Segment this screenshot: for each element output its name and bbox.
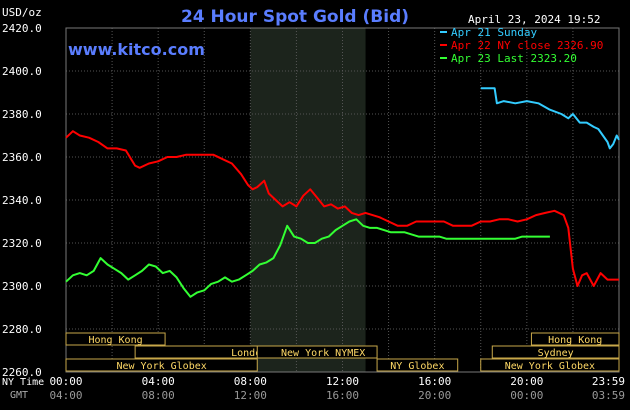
legend-label: Apr 21 Sunday: [451, 26, 537, 39]
x-tick-label-gmt: 20:00: [418, 389, 451, 402]
session-bar: [491, 345, 620, 359]
y-tick-label: 2260.0: [2, 366, 42, 379]
x-tick-label: 00:00: [49, 375, 82, 388]
chart-title: 24 Hour Spot Gold (Bid): [181, 7, 409, 27]
plot-frame: [65, 27, 620, 373]
session-bar: [376, 358, 459, 372]
session-label: New York Globex: [116, 361, 206, 372]
y-tick-label: 2360.0: [2, 151, 42, 164]
y-tick-label: 2340.0: [2, 194, 42, 207]
nymex-shaded-region: [250, 28, 366, 372]
session-label: London: [231, 348, 267, 359]
session-bar: [256, 345, 378, 359]
x-tick-label: 04:00: [142, 375, 175, 388]
x-tick-label-gmt: 12:00: [234, 389, 267, 402]
x-tick-label: 20:00: [510, 375, 543, 388]
legend-label: Apr 23 Last 2323.20: [451, 52, 577, 65]
legend-label: Apr 22 NY close 2326.90: [451, 39, 603, 52]
x-tick-label-gmt: 08:00: [142, 389, 175, 402]
y-tick-label: 2400.0: [2, 65, 42, 78]
session-label: NY Globex: [390, 361, 444, 372]
y-tick-label: 2380.0: [2, 108, 42, 121]
session-bar: [65, 358, 258, 372]
x-row2-axis-name: GMT: [10, 390, 28, 401]
x-tick-label: 23:59: [592, 375, 625, 388]
watermark: www.kitco.com: [68, 40, 205, 59]
series-line: [65, 130, 619, 287]
x-row1-axis-name: NY Time: [2, 377, 44, 388]
series-line: [65, 218, 550, 298]
x-tick-label: 16:00: [418, 375, 451, 388]
session-label: New York Globex: [505, 361, 595, 372]
x-tick-label: 12:00: [326, 375, 359, 388]
x-tick-label-gmt: 04:00: [49, 389, 82, 402]
x-tick-label-gmt: 16:00: [326, 389, 359, 402]
y-tick-label: 2280.0: [2, 323, 42, 336]
session-bar: [530, 332, 620, 346]
y-tick-label: 2320.0: [2, 237, 42, 250]
series-line: [480, 87, 620, 150]
session-bar: [480, 358, 620, 372]
session-label: Hong Kong: [88, 335, 142, 346]
session-label: Sydney: [538, 348, 574, 359]
x-tick-label: 08:00: [234, 375, 267, 388]
x-tick-label-gmt: 03:59: [592, 389, 625, 402]
session-bar: [65, 332, 166, 346]
y-tick-label: 2420.0: [2, 22, 42, 35]
session-label: Hong Kong: [548, 335, 602, 346]
y-axis-unit: USD/oz: [2, 6, 42, 19]
chart-timestamp: April 23, 2024 19:52: [468, 13, 600, 26]
x-tick-label-gmt: 00:00: [510, 389, 543, 402]
session-label: New York NYMEX: [281, 348, 365, 359]
y-tick-label: 2300.0: [2, 280, 42, 293]
